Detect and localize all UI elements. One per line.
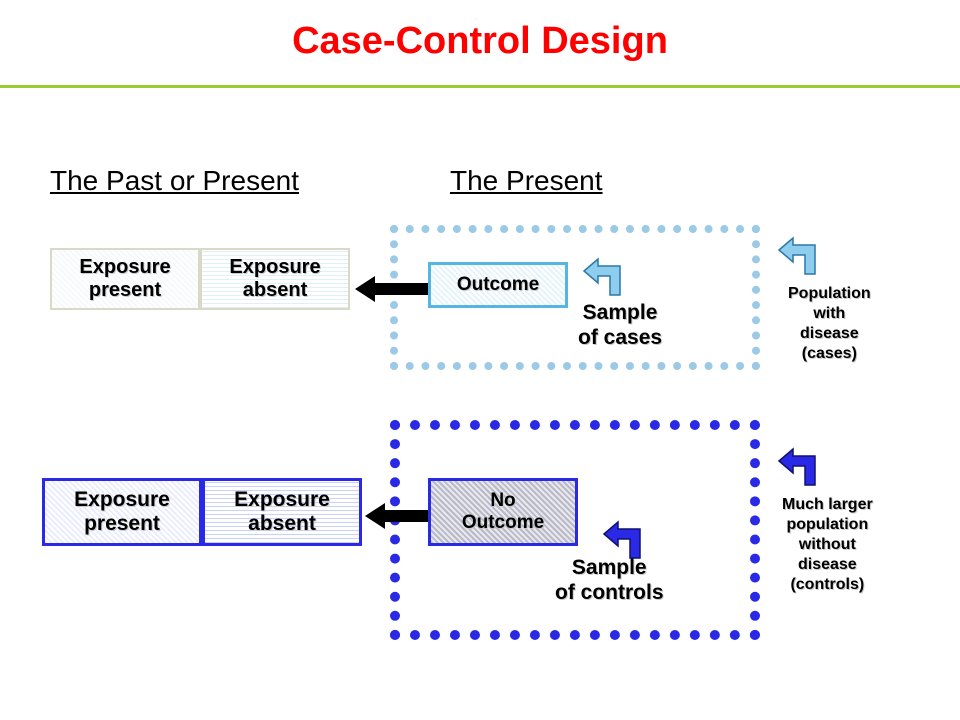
cases-exposure-absent-box: Exposure absent bbox=[200, 248, 350, 310]
controls-exposure-present-box: Exposure present bbox=[42, 478, 202, 546]
outcome-box: Outcome bbox=[428, 262, 568, 308]
cases-arrow-to-exposure bbox=[355, 283, 428, 295]
arrow-shaft bbox=[373, 283, 428, 295]
no-outcome-label: No Outcome bbox=[462, 490, 544, 534]
cases-sample-bent-arrow-icon bbox=[580, 255, 630, 301]
slide: { "canvas": { "width": 960, "height": 72… bbox=[0, 0, 960, 720]
controls-exposure-absent-label: Exposure absent bbox=[234, 488, 330, 536]
heading-past-or-present: The Past or Present bbox=[50, 165, 299, 197]
controls-population-bent-arrow-icon bbox=[775, 445, 825, 491]
cases-sample-label: Sample of cases bbox=[578, 300, 662, 350]
controls-exposure-absent-box: Exposure absent bbox=[202, 478, 362, 546]
arrow-head-left-icon bbox=[355, 276, 375, 302]
cases-exposure-present-label: Exposure present bbox=[79, 256, 170, 302]
cases-exposure-absent-label: Exposure absent bbox=[229, 256, 320, 302]
arrow-shaft bbox=[383, 510, 428, 522]
cases-population-bent-arrow-icon bbox=[775, 234, 825, 280]
outcome-label: Outcome bbox=[457, 274, 539, 296]
controls-sample-label: Sample of controls bbox=[555, 555, 664, 605]
controls-arrow-to-exposure bbox=[365, 510, 428, 522]
cases-population-note: Population with disease (cases) bbox=[788, 284, 871, 364]
heading-present: The Present bbox=[450, 165, 603, 197]
arrow-head-left-icon bbox=[365, 503, 385, 529]
controls-population-note: Much larger population without disease (… bbox=[782, 495, 873, 595]
slide-title: Case-Control Design bbox=[0, 20, 960, 63]
cases-exposure-present-box: Exposure present bbox=[50, 248, 200, 310]
controls-exposure-present-label: Exposure present bbox=[74, 488, 170, 536]
title-divider bbox=[0, 85, 960, 88]
no-outcome-box: No Outcome bbox=[428, 478, 578, 546]
